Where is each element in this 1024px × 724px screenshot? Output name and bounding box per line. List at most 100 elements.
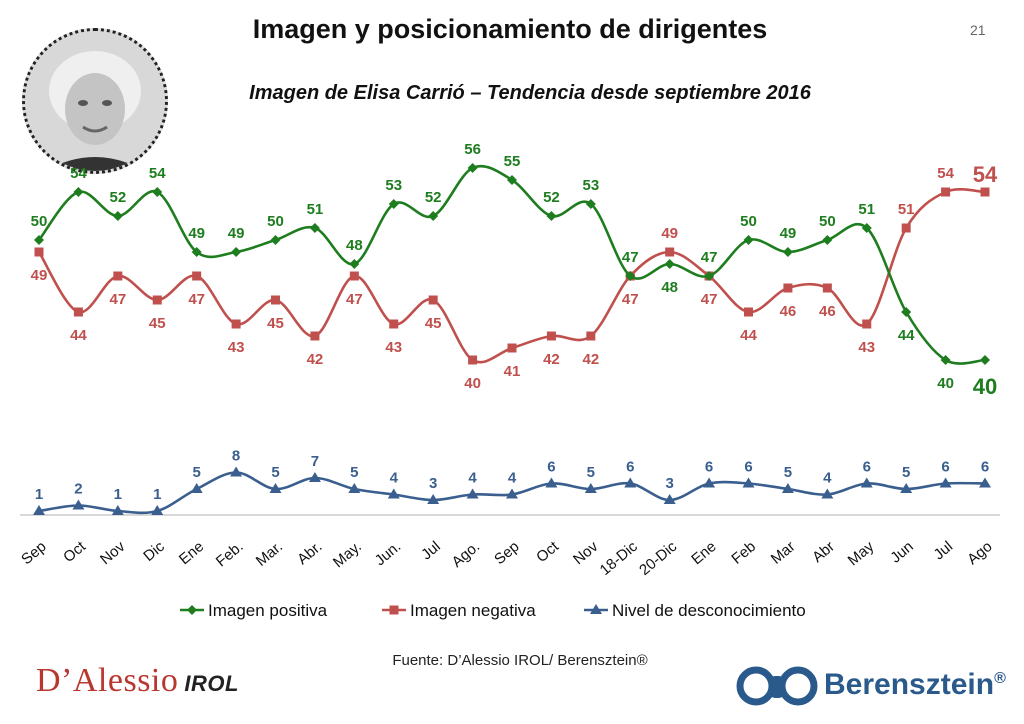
desconocimiento-point [308,472,321,482]
positiva-data-label: 49 [228,225,245,242]
desconocimiento-data-label: 4 [823,470,832,487]
positiva-data-label: 54 [149,165,166,182]
desconocimiento-point [269,483,282,493]
desconocimiento-point [860,477,873,488]
x-tick-label: Abr [809,538,838,566]
negativa-line [37,188,986,364]
legend-negativa-label: Imagen negativa [410,601,536,620]
positiva-point [309,223,320,233]
registered-mark: ® [994,670,1006,687]
positiva-point [980,355,990,365]
desconocimiento-point [111,505,124,515]
desconocimiento-point [900,483,913,493]
desconocimiento-point [545,477,558,488]
negativa-data-label: 45 [425,315,442,332]
negativa-data-label: 49 [31,267,48,284]
desconocimiento-data-label: 4 [468,470,477,487]
x-tick-label: Feb [728,538,759,568]
negativa-point [941,187,951,197]
x-tick-label: 18-Dic [597,538,642,579]
desconocimiento-point [821,488,834,499]
desconocimiento-data-label: 2 [74,481,82,498]
x-tick-label: May. [330,538,365,571]
positiva-data-label: 52 [425,189,442,206]
dalessio-logo-text: D’Alessio [36,662,179,699]
desconocimiento-data-label: 6 [981,459,989,476]
negativa-data-label: 43 [858,339,875,356]
positiva-data-label: 50 [31,213,48,230]
positiva-data-label: 50 [740,213,757,230]
page-number: 21 [970,22,986,38]
positiva-point [901,307,912,317]
legend-negativa-marker [389,605,399,615]
negativa-data-label: 49 [661,225,678,242]
desconocimiento-data-label: 3 [665,475,673,492]
x-tick-label: Nov [570,538,602,568]
negativa-data-label: 44 [70,327,87,344]
desconocimiento-point [230,466,243,477]
negativa-point [862,319,872,329]
positiva-data-label: 51 [307,201,324,218]
desconocimiento-point [387,488,400,499]
negativa-data-label: 40 [464,375,481,392]
positiva-data-label: 53 [385,177,402,194]
desconocimiento-point [190,483,203,493]
positiva-data-label: 49 [780,225,797,242]
positiva-data-label: 48 [661,279,678,296]
desconocimiento-data-label: 5 [271,464,279,481]
positiva-point [585,199,596,209]
positiva-point [388,199,399,209]
positiva-point [467,163,478,173]
desconocimiento-data-label: 4 [508,470,517,487]
x-tick-label: May [845,538,878,570]
desconocimiento-data-label: 5 [192,464,200,481]
negativa-point [665,247,675,257]
legend-desconocimiento-label: Nivel de desconocimiento [612,601,806,620]
positiva-data-label: 49 [188,225,205,242]
x-tick-label: Mar. [253,538,286,570]
x-tick-label: Ago [964,538,995,568]
positiva-point [270,235,281,245]
negativa-data-label: 51 [898,201,915,218]
x-tick-label: Abr. [294,538,325,568]
x-tick-label: Jun [887,538,916,567]
desconocimiento-data-label: 6 [547,459,555,476]
x-tick-label: 20-Dic [636,538,681,579]
negativa-point [744,307,753,317]
berensztein-logo-text: Berensztein® [824,668,1006,702]
desconocimiento-data-label: 5 [350,464,358,481]
page-title: Imagen y posicionamiento de dirigentes [252,14,768,44]
positiva-data-label: 50 [267,213,284,230]
x-tick-label: Ene [176,538,207,568]
desconocimiento-point [781,483,794,493]
desconocimiento-data-label: 4 [390,470,399,487]
negativa-data-label: 54 [937,165,954,182]
negativa-data-label: 43 [385,339,402,356]
desconocimiento-data-label: 6 [705,459,713,476]
positiva-data-label: 47 [701,249,718,266]
negativa-point [389,319,399,329]
negativa-data-label: 44 [740,327,757,344]
negativa-point [73,307,83,317]
berensztein-logo-icon [736,666,818,706]
positiva-point [152,187,163,197]
negativa-point [310,331,320,341]
negativa-point [507,343,517,353]
positiva-data-label: 55 [504,153,521,170]
positiva-point [704,271,715,281]
desconocimiento-point [466,488,479,499]
positiva-data-label: 54 [70,165,87,182]
positiva-point [822,235,833,245]
x-tick-label: Ene [688,538,719,568]
positiva-label-last: 40 [973,374,997,399]
desconocimiento-data-label: 7 [311,453,319,470]
desconocimiento-point [72,499,85,510]
desconocimiento-point [427,494,440,504]
negativa-point [34,247,44,257]
desconocimiento-point [151,505,164,515]
negativa-point [113,271,123,281]
desconocimiento-point [33,505,45,515]
negativa-point [468,355,478,365]
negativa-data-label: 42 [307,351,324,368]
